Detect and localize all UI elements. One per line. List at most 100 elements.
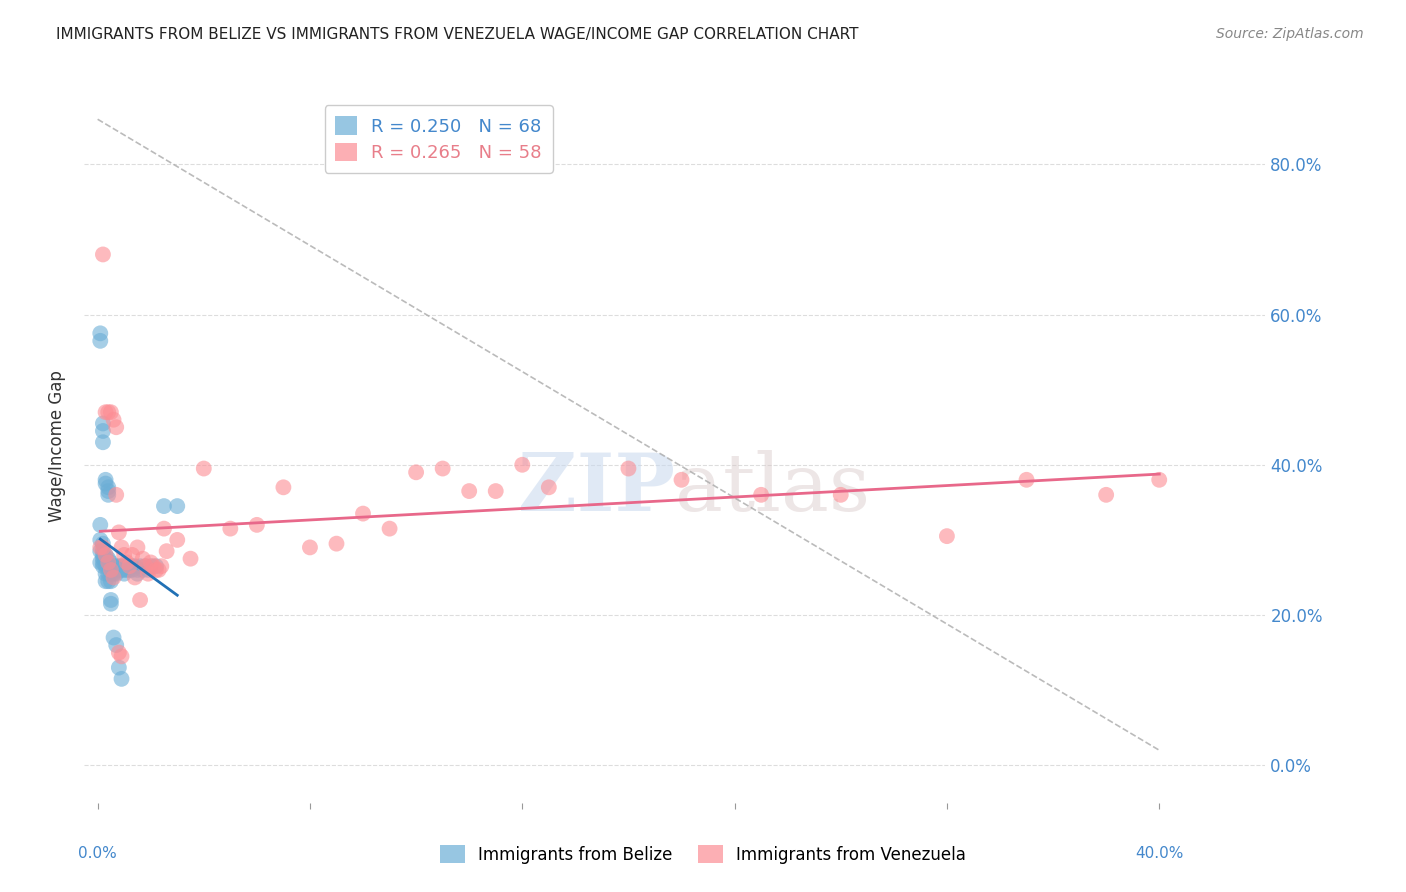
Point (89, 541, 111, 555)
Point (103, 413, 125, 427)
Point (219, 522, 242, 536)
Point (100, 559, 122, 574)
Point (97, 484, 120, 499)
Point (110, 563, 132, 577)
Point (139, 556, 162, 570)
Point (671, 473, 693, 487)
Point (108, 646, 131, 660)
Point (91, 544, 114, 558)
Point (136, 563, 159, 577)
Point (129, 559, 152, 574)
Point (110, 559, 132, 574)
Point (134, 559, 156, 574)
Point (94, 405, 117, 419)
Text: ZIP: ZIP (517, 450, 675, 528)
Point (108, 563, 131, 577)
Point (118, 563, 141, 577)
Point (150, 559, 173, 574)
Point (91, 435, 114, 450)
Point (89, 517, 111, 532)
Point (118, 559, 141, 574)
Point (97, 488, 120, 502)
Point (91, 417, 114, 431)
Point (89, 334, 111, 348)
Point (97, 574, 120, 589)
Point (100, 593, 122, 607)
Point (105, 559, 128, 574)
Point (112, 566, 135, 581)
Point (100, 405, 122, 419)
Legend: R = 0.250   N = 68, R = 0.265   N = 58: R = 0.250 N = 68, R = 0.265 N = 58 (325, 105, 553, 173)
Point (97, 551, 120, 566)
Point (180, 551, 202, 566)
Point (108, 525, 131, 540)
Point (94, 559, 117, 574)
Point (148, 563, 170, 577)
Text: atlas: atlas (675, 450, 870, 528)
Point (91, 559, 114, 574)
Point (121, 559, 143, 574)
Point (136, 566, 159, 581)
Point (127, 566, 149, 581)
Point (325, 536, 347, 550)
Point (830, 488, 852, 502)
Point (91, 424, 114, 438)
Point (246, 517, 269, 532)
Point (273, 480, 295, 494)
Point (100, 563, 122, 577)
Point (121, 563, 143, 577)
Point (91, 247, 114, 261)
Point (100, 566, 122, 581)
Point (100, 597, 122, 611)
Point (89, 326, 111, 341)
Point (103, 559, 125, 574)
Point (108, 559, 131, 574)
Y-axis label: Wage/Income Gap: Wage/Income Gap (48, 370, 66, 522)
Point (103, 570, 125, 584)
Point (105, 638, 128, 652)
Point (91, 548, 114, 562)
Point (89, 533, 111, 547)
Point (134, 559, 156, 574)
Point (118, 559, 141, 574)
Point (94, 473, 117, 487)
Point (97, 559, 120, 574)
Point (298, 541, 321, 555)
Point (153, 499, 176, 513)
Point (108, 660, 131, 674)
Point (127, 563, 149, 577)
Point (112, 563, 135, 577)
Point (121, 548, 143, 562)
Point (94, 548, 117, 562)
Point (94, 476, 117, 491)
Point (97, 405, 120, 419)
Point (103, 631, 125, 645)
Point (110, 672, 132, 686)
Point (749, 488, 772, 502)
Point (127, 541, 149, 555)
Point (405, 465, 427, 479)
Point (91, 551, 114, 566)
Point (153, 522, 176, 536)
Point (145, 563, 167, 577)
Point (91, 556, 114, 570)
Point (89, 556, 111, 570)
Point (166, 533, 188, 547)
Point (142, 559, 165, 574)
Point (100, 556, 122, 570)
Point (352, 507, 374, 521)
Point (166, 499, 188, 513)
Point (458, 484, 481, 499)
Point (193, 461, 215, 475)
Point (89, 544, 111, 558)
Point (485, 484, 508, 499)
Point (103, 566, 125, 581)
Point (94, 556, 117, 570)
Point (129, 593, 152, 607)
Text: 40.0%: 40.0% (1135, 846, 1184, 861)
Point (110, 649, 132, 664)
Point (94, 551, 117, 566)
Point (105, 420, 128, 434)
Point (935, 529, 957, 543)
Point (112, 559, 135, 574)
